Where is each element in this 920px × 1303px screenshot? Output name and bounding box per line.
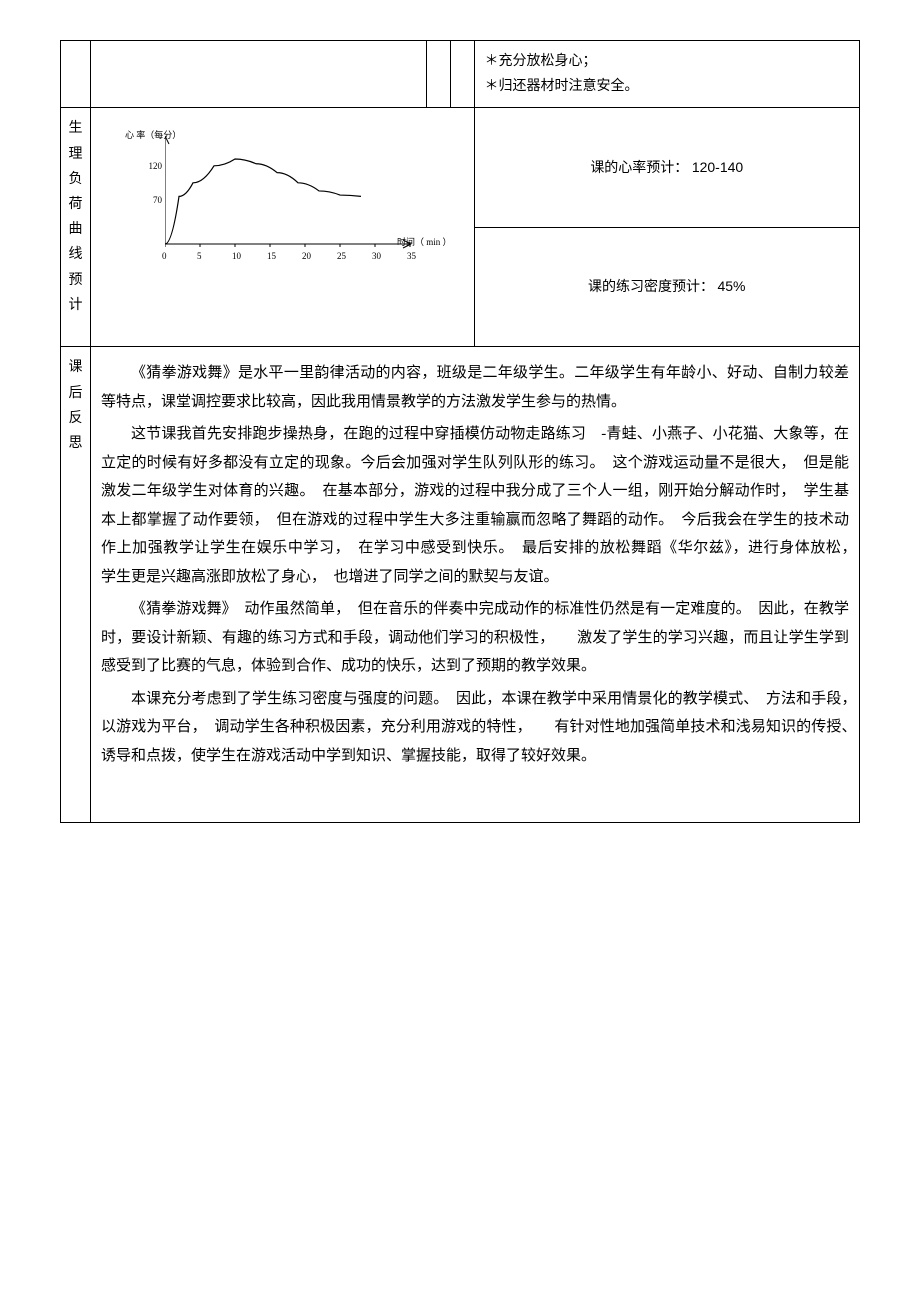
x-tick-label: 25 [337,248,346,264]
label-char: 荷 [65,192,86,217]
x-tick-label: 35 [407,248,416,264]
label-char: 线 [65,242,86,267]
label-char: 理 [65,142,86,167]
x-tick-label: 15 [267,248,276,264]
label-char: 曲 [65,217,86,242]
reflection-label-cell: 课后反思 [61,347,91,823]
note-line-1: ＊充分放松身心； [485,49,849,74]
reflection-paragraph: 《猜拳游戏舞》是水平一里韵律活动的内容，班级是二年级学生。二年级学生有年龄小、好… [101,359,849,416]
chart-label-cell: 生理负荷曲线预计 [61,108,91,347]
density-metric-cell: 课的练习密度预计： 45% [474,227,859,347]
y-tick-label: 70 [142,192,162,208]
y-label-l1: 心 [125,130,134,140]
label-char: 预 [65,268,86,293]
reflection-paragraph: 这节课我首先安排跑步操热身，在跑的过程中穿插模仿动物走路练习 -青蛙、小燕子、小… [101,420,849,591]
label-char: 计 [65,293,86,318]
metric1-value: 120-140 [692,159,743,175]
metric2-label: 课的练习密度预计： [588,280,714,295]
top-left-empty [91,41,427,108]
x-tick-label: 0 [162,248,167,264]
top-notes-cell: ＊充分放松身心； ＊归还器材时注意安全。 [474,41,859,108]
chart-svg [165,132,415,252]
top-mid1-empty [426,41,450,108]
chart-x-axis-label: 时间（ min ） [397,234,452,250]
top-label-cell [61,41,91,108]
chart-container: 心 率（每分） 时间（ min ） 7012005101520253035 [95,112,470,342]
metric2-value: 45% [717,278,745,294]
y-tick-label: 120 [142,158,162,174]
label-char: 负 [65,167,86,192]
reflection-content-cell: 《猜拳游戏舞》是水平一里韵律活动的内容，班级是二年级学生。二年级学生有年龄小、好… [91,347,860,823]
label-char: 思 [65,431,86,456]
note-line-2: ＊归还器材时注意安全。 [485,74,849,99]
reflection-paragraph: 本课充分考虑到了学生练习密度与强度的问题。 因此，本课在教学中采用情景化的教学模… [101,685,849,771]
heart-rate-chart-cell: 心 率（每分） 时间（ min ） 7012005101520253035 [91,108,475,347]
label-char: 生 [65,116,86,141]
metric1-label: 课的心率预计： [590,161,688,176]
label-char: 课 [65,355,86,380]
label-char: 反 [65,406,86,431]
x-tick-label: 5 [197,248,202,264]
x-tick-label: 10 [232,248,241,264]
x-tick-label: 30 [372,248,381,264]
padding [101,774,849,814]
reflection-paragraph: 《猜拳游戏舞》 动作虽然简单， 但在音乐的伴奏中完成动作的标准性仍然是有一定难度… [101,595,849,681]
label-char: 后 [65,381,86,406]
x-tick-label: 20 [302,248,311,264]
lesson-plan-table: ＊充分放松身心； ＊归还器材时注意安全。 生理负荷曲线预计 心 率（每分） 时间… [60,40,860,823]
top-mid2-empty [450,41,474,108]
heart-rate-metric-cell: 课的心率预计： 120-140 [474,108,859,228]
